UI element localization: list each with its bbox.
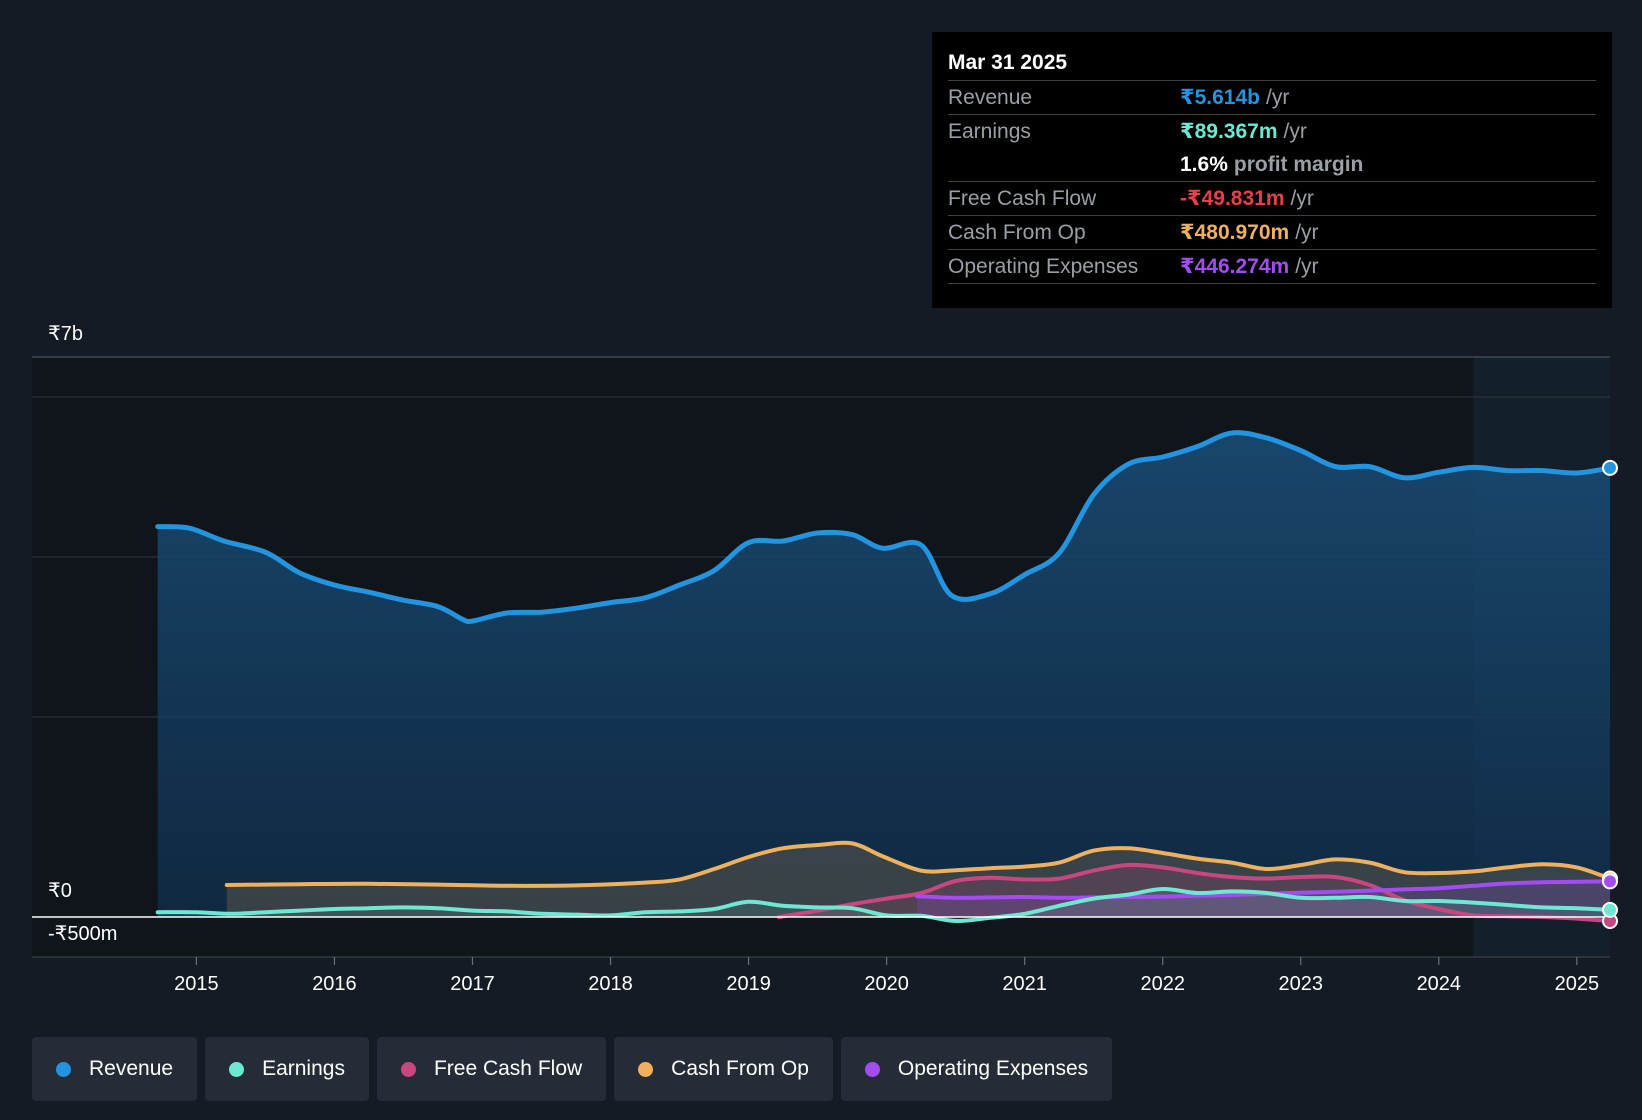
x-tick-label-2019: 2019 xyxy=(726,973,771,995)
y-label-zero: ₹0 xyxy=(48,880,72,902)
tooltip: Mar 31 2025 Revenue ₹5.614b /yr Earnings… xyxy=(932,32,1612,308)
tooltip-date: Mar 31 2025 xyxy=(948,51,1068,74)
tooltip-label-opex: Operating Expenses xyxy=(948,254,1139,278)
tooltip-row-fcf: Free Cash Flow -₹49.831m /yr xyxy=(948,181,1596,215)
tooltip-row-margin: 1.6% profit margin xyxy=(948,148,1596,181)
end-dot-earnings xyxy=(1602,901,1618,918)
legend-dot-revenue xyxy=(56,1061,71,1077)
legend-item-operating-expenses[interactable]: Operating Expenses xyxy=(840,1037,1113,1101)
tooltip-value-cfo: ₹480.970m xyxy=(1180,221,1290,244)
x-tick-label-2015: 2015 xyxy=(174,973,219,995)
legend-item-cash-from-op[interactable]: Cash From Op xyxy=(614,1037,833,1101)
tooltip-label-cfo: Cash From Op xyxy=(948,220,1086,244)
x-tick-label-2016: 2016 xyxy=(312,973,357,995)
end-dot-revenue xyxy=(1602,459,1618,476)
x-tick-label-2025: 2025 xyxy=(1555,973,1600,995)
legend-dot-free-cash-flow xyxy=(400,1061,416,1077)
tooltip-unit-fcf: /yr xyxy=(1290,186,1314,210)
legend-dot-cash-from-op xyxy=(638,1061,654,1077)
end-dot-operating-expenses xyxy=(1602,873,1618,890)
tooltip-unit-cfo: /yr xyxy=(1295,220,1319,244)
tooltip-row-earnings: Earnings ₹89.367m /yr xyxy=(948,114,1596,148)
tooltip-label-earnings: Earnings xyxy=(948,119,1031,143)
line-revenue xyxy=(155,430,1613,625)
tooltip-label-revenue: Revenue xyxy=(948,85,1033,109)
tooltip-value-fcf: -₹49.831m xyxy=(1180,187,1285,210)
tooltip-value-revenue: ₹5.614b xyxy=(1180,86,1260,109)
tooltip-unit-revenue: /yr xyxy=(1266,85,1290,109)
tooltip-row-revenue: Revenue ₹5.614b /yr xyxy=(948,80,1596,114)
legend-dot-earnings xyxy=(229,1061,245,1077)
legend-label-cash-from-op: Cash From Op xyxy=(671,1057,809,1080)
series-end-markers xyxy=(1602,459,1618,929)
x-tick-label-2020: 2020 xyxy=(864,973,909,995)
line-earnings xyxy=(155,886,1612,924)
legend-label-revenue: Revenue xyxy=(89,1057,174,1080)
area-revenue xyxy=(157,432,1611,917)
area-cash-from-op xyxy=(226,842,1610,917)
tooltip-value-earnings: ₹89.367m xyxy=(1180,120,1278,143)
tooltip-unit-opex: /yr xyxy=(1295,254,1319,278)
x-tick-label-2021: 2021 xyxy=(1002,973,1047,995)
tooltip-unit-earnings: /yr xyxy=(1283,119,1307,143)
legend-item-revenue[interactable]: Revenue xyxy=(32,1037,198,1101)
legend-label-free-cash-flow: Free Cash Flow xyxy=(433,1057,583,1080)
tooltip-label-fcf: Free Cash Flow xyxy=(948,186,1097,210)
x-tick-label-2024: 2024 xyxy=(1417,973,1462,995)
y-label-bottom: -₹500m xyxy=(48,923,117,945)
tooltip-row-cfo: Cash From Op ₹480.970m /yr xyxy=(948,215,1596,249)
legend-item-earnings[interactable]: Earnings xyxy=(205,1037,369,1101)
x-tick-label-2023: 2023 xyxy=(1279,973,1324,995)
legend-label-operating-expenses: Operating Expenses xyxy=(897,1057,1089,1080)
line-cash-from-op xyxy=(224,840,1612,888)
legend-item-free-cash-flow[interactable]: Free Cash Flow xyxy=(376,1037,607,1101)
line-free-cash-flow xyxy=(777,862,1612,923)
x-tick-label-2017: 2017 xyxy=(450,973,495,995)
legend: Revenue Earnings Free Cash Flow Cash Fro… xyxy=(32,1037,1113,1101)
legend-label-earnings: Earnings xyxy=(262,1057,345,1080)
y-label-top: ₹7b xyxy=(48,323,83,345)
tooltip-value-opex: ₹446.274m xyxy=(1180,255,1290,278)
tooltip-unit-margin: profit margin xyxy=(1233,152,1364,176)
legend-dot-operating-expenses xyxy=(864,1061,880,1077)
x-tick-label-2018: 2018 xyxy=(588,973,633,995)
x-axis-ticks: 2015 2016 2017 2018 2019 2020 2021 2022 2023 2024… xyxy=(174,957,1599,995)
x-tick-label-2022: 2022 xyxy=(1140,973,1185,995)
series-lines xyxy=(155,430,1613,924)
tooltip-value-margin: 1.6% xyxy=(1180,152,1228,176)
tooltip-row-opex: Operating Expenses ₹446.274m /yr xyxy=(948,249,1596,284)
